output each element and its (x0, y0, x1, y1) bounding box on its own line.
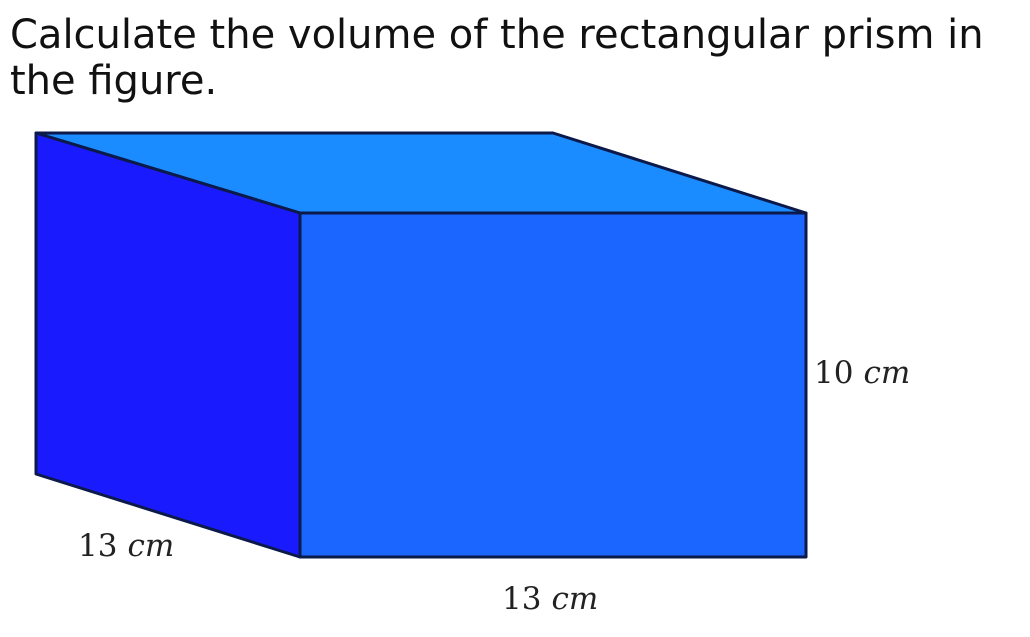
width-label: 13 cm (502, 581, 598, 617)
question-text: Calculate the volume of the rectangular … (10, 12, 984, 104)
depth-value: 13 (78, 528, 117, 564)
depth-unit: cm (127, 528, 174, 564)
width-value: 13 (502, 581, 541, 617)
depth-label: 13 cm (78, 528, 174, 564)
height-unit: cm (863, 355, 910, 391)
height-label: 10 cm (814, 355, 910, 391)
height-value: 10 (814, 355, 853, 391)
width-unit: cm (551, 581, 598, 617)
prism-front-face (298, 211, 808, 559)
